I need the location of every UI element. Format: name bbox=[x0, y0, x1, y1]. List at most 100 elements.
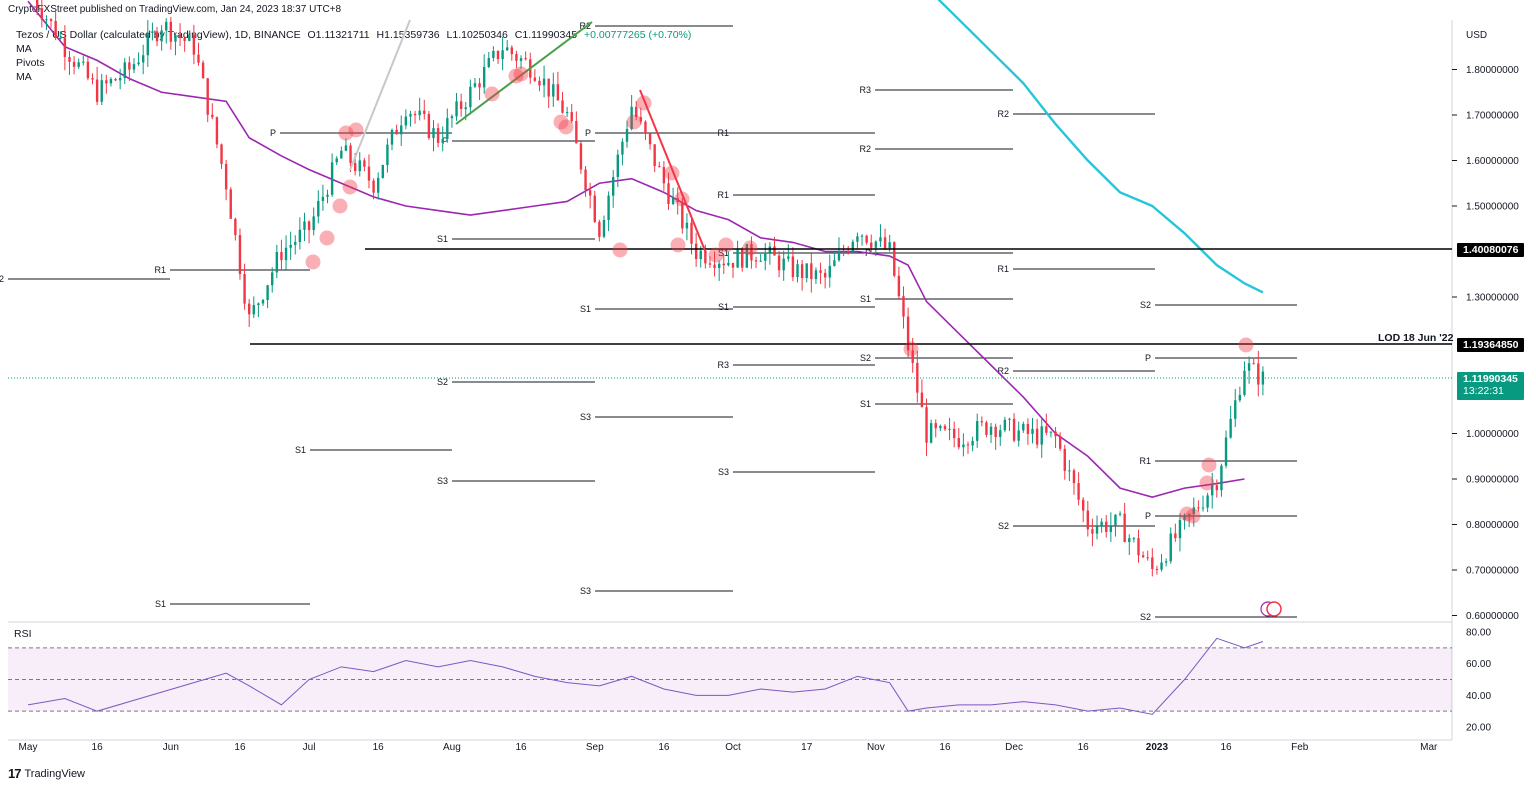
candle-body bbox=[939, 425, 942, 429]
candle-body bbox=[1095, 526, 1099, 534]
candle-body bbox=[381, 165, 385, 178]
symbol-ohlc-row[interactable]: Tezos / US Dollar (calculated by Trading… bbox=[16, 28, 695, 42]
x-tick-label: May bbox=[19, 742, 38, 753]
candle-body bbox=[925, 407, 928, 443]
candle-body bbox=[796, 264, 799, 278]
candle-body bbox=[252, 305, 255, 315]
trendline-red bbox=[639, 89, 707, 254]
candle-body bbox=[800, 264, 804, 278]
candle-body bbox=[1031, 428, 1034, 434]
candle-body bbox=[257, 303, 260, 306]
candle-body bbox=[1211, 485, 1214, 496]
pivot-label: R2 bbox=[859, 144, 871, 154]
candle-body bbox=[1206, 495, 1209, 508]
candle-body bbox=[565, 112, 569, 114]
candle-body bbox=[874, 241, 878, 248]
candle-body bbox=[745, 244, 749, 268]
candle-body bbox=[989, 426, 993, 435]
candle-body bbox=[1068, 470, 1071, 472]
candle-body bbox=[667, 183, 670, 204]
candle-body bbox=[326, 194, 329, 197]
candle-body bbox=[220, 144, 223, 165]
indicator-ma-1[interactable]: MA bbox=[16, 43, 32, 55]
candle-body bbox=[275, 252, 279, 273]
candle-body bbox=[1017, 430, 1020, 441]
change-value: +0.00777265 (+0.70%) bbox=[583, 29, 692, 41]
rsi-tick-label: 40.00 bbox=[1466, 691, 1491, 702]
y-tick-label: 0.90000000 bbox=[1466, 475, 1519, 486]
rsi-pane-title[interactable]: RSI bbox=[14, 628, 32, 640]
candle-body bbox=[934, 423, 937, 429]
tradingview-footer[interactable]: 17 TradingView bbox=[8, 766, 85, 781]
candle-body bbox=[455, 101, 458, 117]
touch-point-marker bbox=[636, 95, 652, 111]
candle-body bbox=[570, 112, 573, 122]
pivot-label: S1 bbox=[860, 399, 871, 409]
candle-body bbox=[432, 128, 435, 139]
touch-point-marker bbox=[348, 122, 364, 138]
candle-body bbox=[552, 84, 555, 97]
candle-body bbox=[238, 235, 242, 275]
symbol-name[interactable]: Tezos / US Dollar (calculated by Trading… bbox=[16, 29, 301, 41]
candle-body bbox=[1215, 485, 1219, 491]
candle-body bbox=[598, 221, 601, 237]
candle-body bbox=[1146, 557, 1149, 559]
candle-body bbox=[215, 117, 219, 145]
x-tick-label: 16 bbox=[515, 742, 527, 753]
touch-point-marker bbox=[708, 247, 724, 263]
chart-grid bbox=[8, 20, 1453, 741]
pivot-label: R1 bbox=[997, 264, 1009, 274]
candle-body bbox=[1197, 507, 1200, 509]
indicator-pivots[interactable]: Pivots bbox=[16, 57, 45, 69]
y-tick-label: 0.70000000 bbox=[1466, 566, 1519, 577]
touch-point-marker bbox=[1185, 508, 1201, 524]
candle-body bbox=[1008, 418, 1011, 420]
candle-body bbox=[897, 275, 901, 297]
y-tick-label: 1.00000000 bbox=[1466, 429, 1519, 440]
pivot-label: S3 bbox=[580, 412, 591, 422]
high-value: H1.15359736 bbox=[376, 29, 440, 41]
candlestick-series bbox=[36, 0, 1265, 577]
candle-body bbox=[994, 426, 997, 437]
candle-body bbox=[1128, 538, 1131, 543]
rsi-pane: 80.00 60.00 40.00 20.00 bbox=[8, 628, 1491, 734]
candle-body bbox=[916, 362, 919, 393]
pivot-label: P bbox=[442, 136, 448, 146]
candle-body bbox=[298, 229, 302, 243]
candle-body bbox=[639, 117, 643, 122]
candle-body bbox=[1192, 507, 1195, 515]
candle-body bbox=[741, 249, 744, 268]
candle-body bbox=[1058, 436, 1062, 449]
candle-body bbox=[635, 106, 638, 118]
candle-body bbox=[768, 246, 772, 253]
chart-legend: Tezos / US Dollar (calculated by Trading… bbox=[16, 28, 695, 84]
candle-body bbox=[708, 263, 712, 265]
candle-body bbox=[1224, 437, 1228, 466]
candle-body bbox=[211, 114, 214, 118]
candle-body bbox=[1238, 394, 1242, 401]
indicator-ma-2[interactable]: MA bbox=[16, 71, 32, 83]
candle-body bbox=[289, 244, 292, 248]
pivot-label: R1 bbox=[1139, 456, 1151, 466]
candle-body bbox=[446, 118, 449, 140]
candle-body bbox=[653, 144, 656, 167]
candle-body bbox=[833, 260, 836, 266]
candle-body bbox=[340, 150, 343, 159]
candle-body bbox=[658, 166, 661, 168]
pivot-label: P bbox=[585, 128, 591, 138]
candle-body bbox=[450, 116, 454, 119]
candle-body bbox=[1234, 400, 1237, 419]
candle-body bbox=[699, 250, 702, 260]
candle-body bbox=[353, 163, 357, 172]
candle-body bbox=[441, 139, 444, 143]
candle-body bbox=[321, 196, 325, 201]
price-label-resistance-2: 1.19364850 bbox=[1457, 338, 1525, 352]
candle-body bbox=[390, 129, 394, 145]
candle-body bbox=[556, 84, 560, 101]
publisher-line: CryptoFXStreet published on TradingView.… bbox=[8, 4, 342, 15]
tradingview-logo-icon: 17 bbox=[8, 766, 22, 781]
candle-body bbox=[1229, 418, 1232, 438]
pivot-label: R3 bbox=[859, 85, 871, 95]
candle-body bbox=[1012, 418, 1016, 441]
